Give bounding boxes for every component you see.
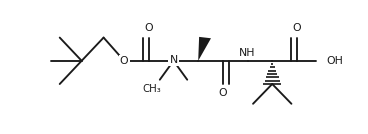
Text: O: O [120,56,128,66]
Text: O: O [293,23,301,33]
Text: N: N [169,55,178,65]
Polygon shape [198,37,211,61]
Text: CH₃: CH₃ [142,84,161,94]
Text: O: O [219,88,227,98]
Text: NH: NH [239,48,256,58]
Text: O: O [145,23,153,33]
Text: OH: OH [326,56,343,66]
